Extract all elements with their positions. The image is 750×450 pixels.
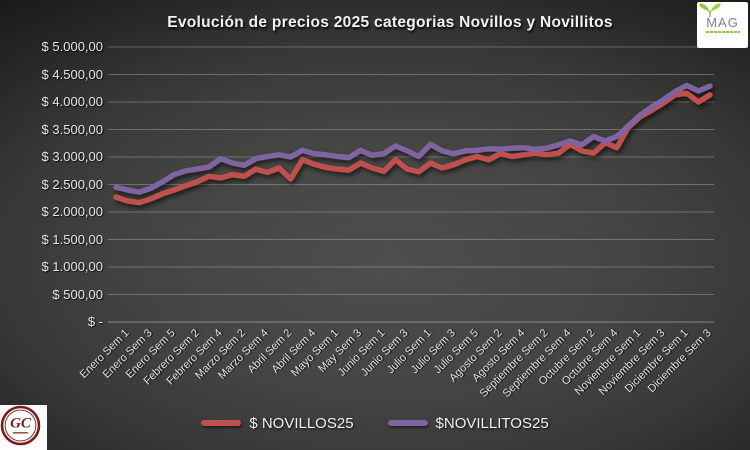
- mag-logo-label: MAG: [706, 15, 739, 30]
- gc-seal-icon: GC: [0, 405, 41, 446]
- y-tick-label: $ 5.000,00: [41, 39, 103, 54]
- legend-item-novillitos: $NOVILLITOS25: [387, 414, 549, 432]
- novillos-legend-label: $ NOVILLOS25: [249, 414, 354, 432]
- series-line-0: [113, 90, 713, 206]
- series-lines: [113, 82, 713, 206]
- novillitos-line-swatch: [387, 420, 428, 426]
- y-tick-label: $ -: [87, 314, 103, 329]
- y-tick-label: $ 1.500,00: [41, 231, 103, 247]
- mag-tagline-strip: [705, 31, 740, 33]
- gc-logo: GC: [0, 405, 47, 450]
- legend: $ NOVILLOS25 $NOVILLITOS25: [0, 408, 750, 438]
- y-tick-label: $ 3.000,00: [41, 149, 103, 164]
- y-tick-label: $ 2.500,00: [41, 176, 103, 192]
- y-tick-label: $ 4.000,00: [41, 94, 103, 109]
- y-tick-label: $ 500,00: [52, 286, 103, 302]
- mag-plant-icon: [699, 3, 721, 18]
- y-tick-label: $ 3.500,00: [41, 121, 103, 137]
- gc-logo-letters: GC: [10, 416, 32, 432]
- novillos-line-swatch: [201, 420, 242, 426]
- series-line-1: [113, 82, 713, 195]
- y-tick-label: $ 2.000,00: [41, 204, 103, 219]
- chart-title: Evolución de precios 2025 categorias Nov…: [167, 14, 613, 31]
- legend-item-novillos: $ NOVILLOS25: [201, 414, 354, 432]
- gridlines: [108, 46, 714, 323]
- y-tick-label: $ 4.500,00: [41, 66, 103, 82]
- mag-logo: MAG: [697, 2, 748, 48]
- novillitos-legend-label: $NOVILLITOS25: [435, 414, 549, 432]
- y-tick-label: $ 1.000,00: [41, 259, 103, 274]
